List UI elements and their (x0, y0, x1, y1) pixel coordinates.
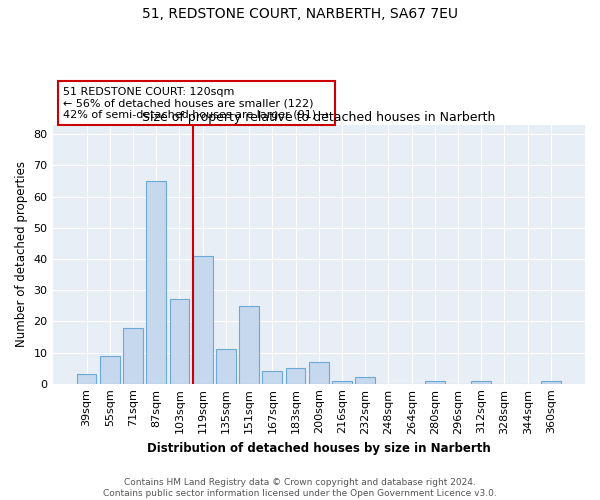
Bar (262, 371, 282, 384)
Bar (146, 181, 166, 384)
Bar (239, 306, 259, 384)
Bar (425, 380, 445, 384)
Y-axis label: Number of detached properties: Number of detached properties (15, 162, 28, 348)
Bar (123, 328, 143, 384)
Bar (309, 362, 329, 384)
Bar (355, 378, 375, 384)
Text: 51 REDSTONE COURT: 120sqm
← 56% of detached houses are smaller (122)
42% of semi: 51 REDSTONE COURT: 120sqm ← 56% of detac… (63, 86, 329, 120)
Bar (472, 380, 491, 384)
Bar (541, 380, 561, 384)
X-axis label: Distribution of detached houses by size in Narberth: Distribution of detached houses by size … (147, 442, 491, 455)
Text: Contains HM Land Registry data © Crown copyright and database right 2024.
Contai: Contains HM Land Registry data © Crown c… (103, 478, 497, 498)
Text: 51, REDSTONE COURT, NARBERTH, SA67 7EU: 51, REDSTONE COURT, NARBERTH, SA67 7EU (142, 8, 458, 22)
Bar (193, 256, 212, 384)
Bar (77, 374, 97, 384)
Bar (286, 368, 305, 384)
Bar (332, 380, 352, 384)
Title: Size of property relative to detached houses in Narberth: Size of property relative to detached ho… (142, 110, 496, 124)
Bar (216, 350, 236, 384)
Bar (100, 356, 119, 384)
Bar (170, 300, 190, 384)
